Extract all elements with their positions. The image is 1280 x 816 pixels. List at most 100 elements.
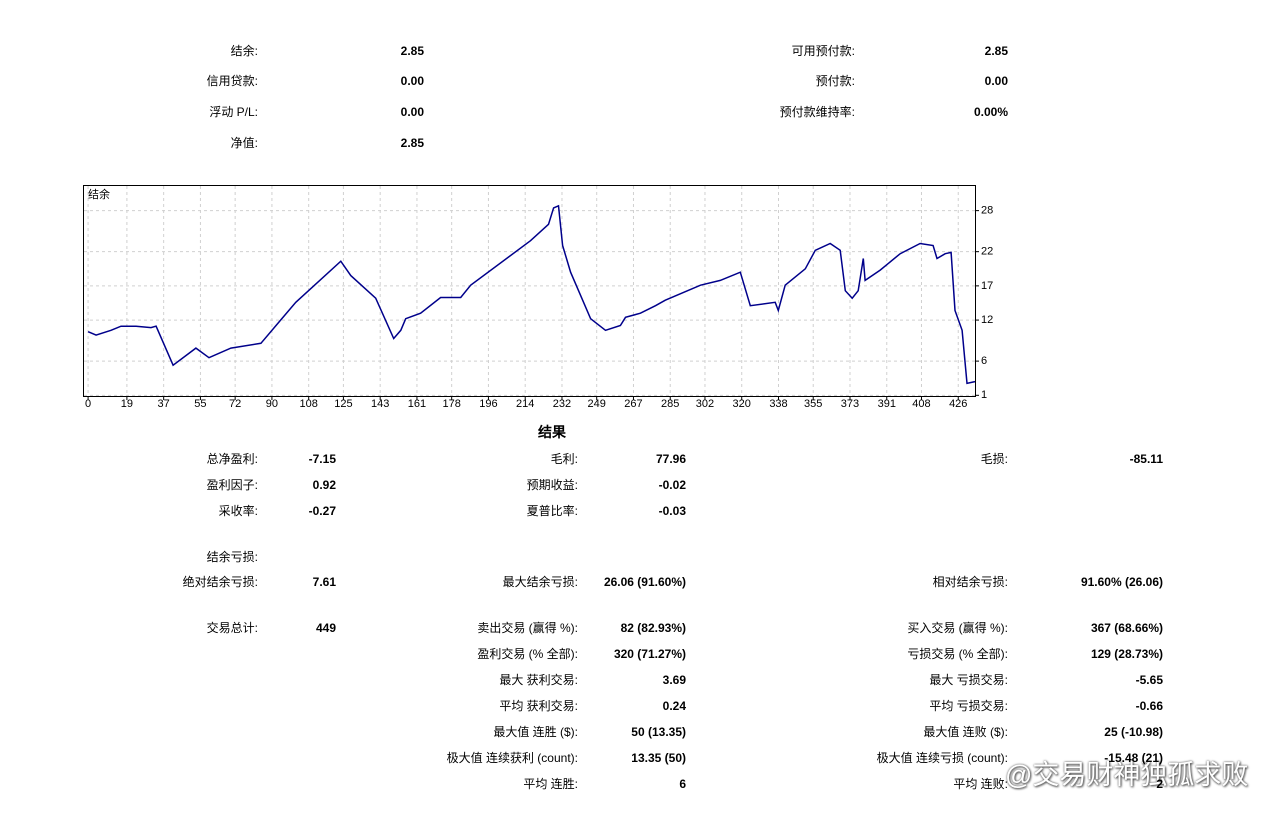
x-tick-label: 302 (696, 398, 714, 410)
account-value: 0.00% (973, 105, 1008, 119)
x-tick-label: 338 (769, 398, 787, 410)
result-value: -0.66 (1135, 699, 1163, 713)
result-label: 亏损交易 (% 全部): (907, 647, 1008, 661)
result-label: 极大值 连续获利 (count): (446, 751, 578, 765)
x-tick-label: 196 (479, 398, 497, 410)
result-label: 最大 亏损交易: (929, 673, 1008, 687)
y-tick-label: 6 (981, 355, 987, 367)
result-label: 平均 连胜: (523, 777, 578, 791)
result-label: 平均 亏损交易: (929, 699, 1008, 713)
y-tick-label: 22 (981, 246, 993, 258)
account-value: 0.00 (400, 74, 424, 88)
result-value: 0.92 (312, 478, 336, 492)
result-label: 最大值 连败 ($): (923, 725, 1008, 739)
balance-chart: 结余 1 6 12 17 22 28 0 19 37 55 72 90 108 125 143 161 178 1… (83, 185, 993, 410)
result-value: 25 (-10.98) (1104, 725, 1163, 739)
result-value: 449 (315, 621, 336, 635)
result-value: -0.02 (658, 478, 686, 492)
x-tick-label: 214 (516, 398, 534, 410)
result-label: 交易总计: (206, 621, 258, 635)
x-tick-label: 408 (912, 398, 930, 410)
result-label: 毛损: (980, 452, 1008, 466)
x-tick-label: 108 (300, 398, 318, 410)
x-tick-label: 125 (334, 398, 352, 410)
x-tick-label: 161 (408, 398, 426, 410)
result-value: 50 (13.35) (631, 725, 686, 739)
x-tick-label: 426 (949, 398, 967, 410)
account-label: 结余: (230, 44, 258, 58)
y-tick-label: 17 (981, 280, 993, 292)
y-tick-label: 28 (981, 205, 993, 217)
result-value: 7.61 (312, 575, 336, 589)
result-value: -5.65 (1135, 673, 1163, 687)
result-label: 绝对结余亏损: (182, 575, 258, 589)
result-value: 82 (82.93%) (620, 621, 686, 635)
x-tick-label: 232 (553, 398, 571, 410)
result-label: 极大值 连续亏损 (count): (876, 751, 1008, 765)
result-label: 盈利交易 (% 全部): (477, 647, 578, 661)
result-value: 6 (679, 777, 686, 791)
result-value: 91.60% (26.06) (1080, 575, 1163, 589)
result-label: 夏普比率: (526, 504, 578, 518)
watermark: @交易财神独孤求败 (1005, 760, 1249, 790)
x-tick-label: 355 (804, 398, 822, 410)
x-tick-label: 90 (266, 398, 278, 410)
results-title: 结果 (538, 424, 566, 440)
result-value: 2 (1156, 777, 1163, 791)
result-value: 13.35 (50) (631, 751, 686, 765)
x-tick-label: 19 (121, 398, 133, 410)
result-value: 0.24 (662, 699, 686, 713)
result-label: 采收率: (218, 504, 258, 518)
result-value: 26.06 (91.60%) (603, 575, 686, 589)
chart-frame (83, 185, 976, 397)
result-label: 盈利因子: (206, 478, 258, 492)
y-tick-label: 1 (981, 389, 987, 401)
result-label: 毛利: (550, 452, 578, 466)
y-tick-label: 12 (981, 314, 993, 326)
result-value: -0.03 (658, 504, 686, 518)
account-label: 净值: (230, 136, 258, 150)
result-value: 320 (71.27%) (613, 647, 686, 661)
x-tick-label: 143 (371, 398, 389, 410)
account-value: 0.00 (400, 105, 424, 119)
account-label: 预付款维持率: (779, 105, 855, 119)
result-label: 最大值 连胜 ($): (493, 725, 578, 739)
account-value: 2.85 (400, 44, 424, 58)
x-tick-label: 55 (194, 398, 206, 410)
account-value: 2.85 (984, 44, 1008, 58)
chart-title: 结余 (88, 187, 110, 201)
account-label: 信用贷款: (206, 74, 258, 88)
account-value: 0.00 (984, 74, 1008, 88)
result-value: -7.15 (308, 452, 336, 466)
result-value: -0.27 (308, 504, 336, 518)
result-label: 预期收益: (526, 478, 578, 492)
result-value: 77.96 (655, 452, 686, 466)
result-label: 平均 连败: (953, 777, 1008, 791)
x-tick-label: 267 (624, 398, 642, 410)
result-label: 总净盈利: (206, 452, 258, 466)
x-tick-label: 0 (85, 398, 91, 410)
result-label: 最大结余亏损: (502, 575, 578, 589)
result-label: 结余亏损: (206, 550, 258, 564)
x-tick-label: 391 (878, 398, 896, 410)
x-tick-label: 320 (733, 398, 751, 410)
account-label: 浮动 P/L: (209, 105, 258, 119)
result-label: 平均 获利交易: (499, 699, 578, 713)
result-value: -85.11 (1129, 452, 1163, 466)
balance-line (87, 204, 976, 385)
x-tick-label: 178 (442, 398, 460, 410)
x-tick-label: 249 (588, 398, 606, 410)
x-tick-label: 373 (841, 398, 859, 410)
result-label: 买入交易 (赢得 %): (907, 621, 1008, 635)
result-label: 最大 获利交易: (499, 673, 578, 687)
x-tick-label: 72 (229, 398, 241, 410)
result-value: 3.69 (662, 673, 686, 687)
result-value: 129 (28.73%) (1090, 647, 1163, 661)
result-label: 卖出交易 (赢得 %): (477, 621, 578, 635)
x-tick-label: 285 (661, 398, 679, 410)
result-value: 367 (68.66%) (1090, 621, 1163, 635)
account-label: 预付款: (815, 74, 855, 88)
result-value: -15.48 (21) (1104, 751, 1163, 765)
account-label: 可用预付款: (791, 44, 855, 58)
